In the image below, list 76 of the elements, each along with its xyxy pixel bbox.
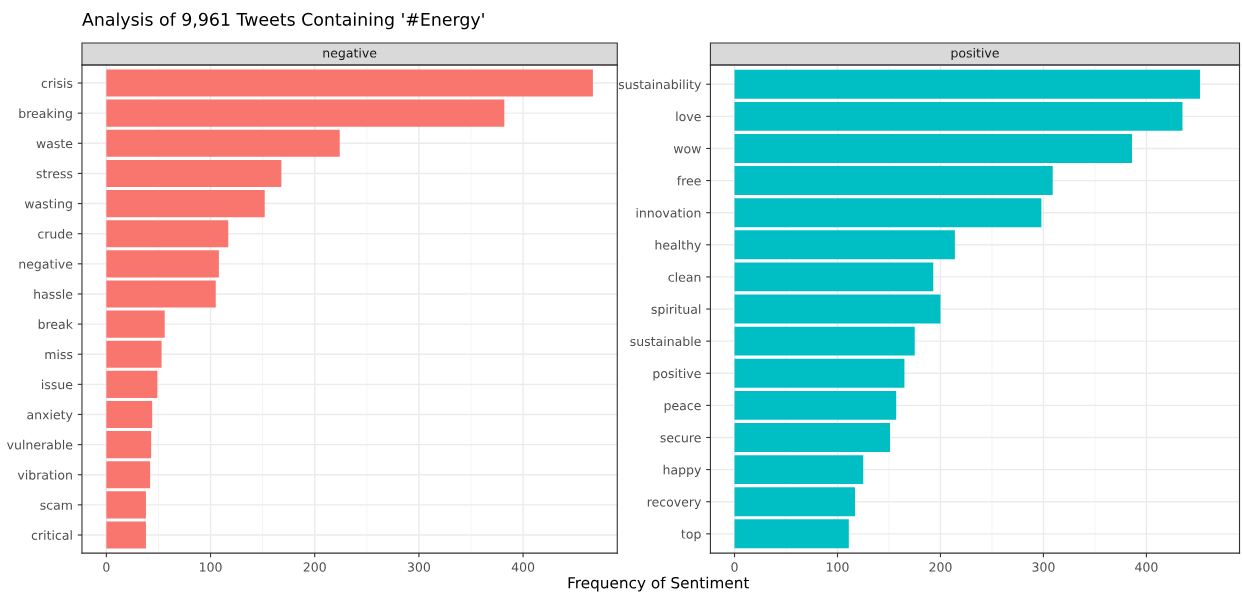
chart-subtitle: negative <box>323 47 377 61</box>
y-tick-label: recovery <box>647 499 702 510</box>
y-tick-label: crisis <box>41 78 73 88</box>
x-tick-label: 300 <box>407 562 431 572</box>
bar <box>734 294 941 324</box>
x-tick-label: 300 <box>1032 562 1055 572</box>
x-tick-label: 100 <box>826 562 849 572</box>
bar <box>106 69 593 97</box>
y-tick-label: innovation <box>636 207 701 218</box>
y-tick-label: sustainable <box>630 336 701 347</box>
y-tick-label: negative <box>19 259 73 272</box>
y-tick-label: positive <box>653 368 701 381</box>
chart-title: Analysis of 9,961 Tweets Containing '#Energy' <box>82 12 484 30</box>
y-tick-label: wow <box>673 146 701 154</box>
x-tick-label: 100 <box>199 562 222 572</box>
bar <box>106 340 162 368</box>
x-tick-label: 400 <box>511 562 535 572</box>
y-tick-label: stress <box>36 169 73 179</box>
x-tick-label: 0 <box>731 562 738 572</box>
y-tick-label: wasting <box>24 198 72 211</box>
bar <box>106 310 165 338</box>
y-tick-label: critical <box>31 530 72 540</box>
chart-subtitle: positive <box>951 47 999 61</box>
bar <box>734 101 1183 131</box>
bar <box>734 134 1133 163</box>
y-tick-label: sustainability <box>618 79 702 92</box>
y-tick-label: free <box>677 175 701 186</box>
bar <box>106 431 152 459</box>
y-tick-label: vibration <box>17 470 72 480</box>
bar <box>734 519 849 549</box>
bar <box>106 280 216 308</box>
y-tick-label: vulnerable <box>7 439 73 450</box>
y-tick-label: secure <box>660 435 701 443</box>
bar <box>106 99 505 127</box>
bar <box>106 370 158 398</box>
y-tick-label: healthy <box>655 240 702 253</box>
y-tick-label: issue <box>42 379 73 390</box>
x-tick-label: 200 <box>929 562 952 572</box>
bar <box>734 326 915 356</box>
y-tick-label: break <box>38 319 73 330</box>
y-tick-label: love <box>676 111 701 122</box>
bar <box>734 423 891 452</box>
bar <box>106 250 219 278</box>
bar <box>106 190 265 218</box>
bar <box>106 491 146 519</box>
bar <box>734 455 864 485</box>
bar <box>106 400 153 429</box>
bar <box>106 220 229 248</box>
bar <box>106 159 282 187</box>
x-tick-label: 0 <box>103 562 110 572</box>
bar <box>734 198 1042 228</box>
bar <box>734 166 1053 196</box>
bar <box>106 129 340 157</box>
bar <box>106 521 146 549</box>
y-tick-label: breaking <box>19 108 72 121</box>
y-tick-label: top <box>681 529 701 542</box>
bar <box>734 390 897 420</box>
y-tick-label: anxiety <box>27 409 73 422</box>
bar <box>734 69 1200 99</box>
y-tick-label: spiritual <box>651 304 701 317</box>
bar <box>734 262 934 292</box>
y-tick-label: crude <box>38 228 73 239</box>
bar <box>734 487 855 517</box>
y-tick-label: peace <box>664 403 701 413</box>
y-tick-label: clean <box>668 272 701 282</box>
bar <box>734 230 955 260</box>
x-axis-title: Frequency of Sentiment <box>568 576 750 592</box>
y-tick-label: waste <box>36 139 73 149</box>
x-tick-label: 400 <box>1135 562 1158 572</box>
x-tick-label: 200 <box>303 562 326 572</box>
y-tick-label: hassle <box>34 289 73 299</box>
bar <box>106 461 151 489</box>
bar <box>734 358 905 388</box>
y-tick-label: happy <box>663 464 702 477</box>
y-tick-label: miss <box>45 349 73 360</box>
y-tick-label: scam <box>40 502 72 510</box>
